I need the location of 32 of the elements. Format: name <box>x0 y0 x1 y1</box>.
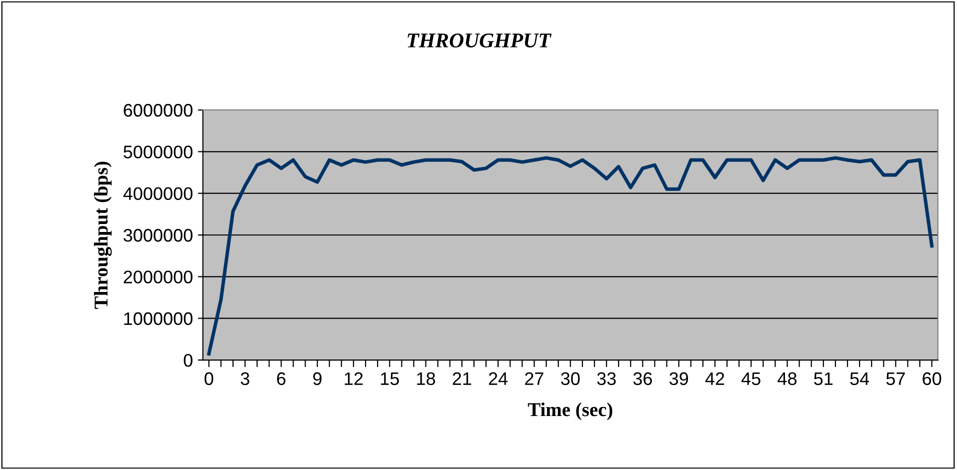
x-tick-label: 54 <box>850 372 870 386</box>
y-tick-label: 5000000 <box>124 146 192 158</box>
x-tick-label: 36 <box>633 372 652 386</box>
x-tick-label: 60 <box>922 372 942 386</box>
y-tick-label: 2000000 <box>124 270 192 284</box>
line-series <box>207 156 934 356</box>
y-tick-label: 3000000 <box>124 228 192 242</box>
x-axis-title: Time (sec) <box>528 402 612 420</box>
x-tick-label: 9 <box>313 372 322 386</box>
x-tick-label: 39 <box>669 372 688 386</box>
x-tick-label: 42 <box>705 372 724 385</box>
x-tick-label: 45 <box>741 372 760 386</box>
y-tick-label: 1000000 <box>124 312 192 326</box>
x-tick-label: 12 <box>344 372 363 385</box>
x-tick-label: 18 <box>417 372 436 386</box>
x-tick-label: 57 <box>886 372 905 386</box>
y-axis-title: Throughput (bps) <box>94 162 112 309</box>
x-tick-label: 33 <box>597 372 616 386</box>
x-tick-label: 51 <box>814 372 833 386</box>
chart-title: THROUGHPUT <box>408 34 552 48</box>
y-tick-label: 6000000 <box>124 104 192 117</box>
x-tick-label: 48 <box>778 372 797 386</box>
x-tick-label: 21 <box>452 372 472 385</box>
x-tick-label: 0 <box>204 372 214 386</box>
x-tick-label: 6 <box>277 372 286 386</box>
x-tick-label: 15 <box>380 372 399 386</box>
x-tick-label: 30 <box>561 372 580 386</box>
x-tick-label: 3 <box>240 372 250 386</box>
x-tick-label: 27 <box>525 372 544 385</box>
y-tick-label: 4000000 <box>123 187 192 200</box>
x-tick-label: 24 <box>488 372 508 385</box>
y-tick-label: 0 <box>184 354 192 367</box>
